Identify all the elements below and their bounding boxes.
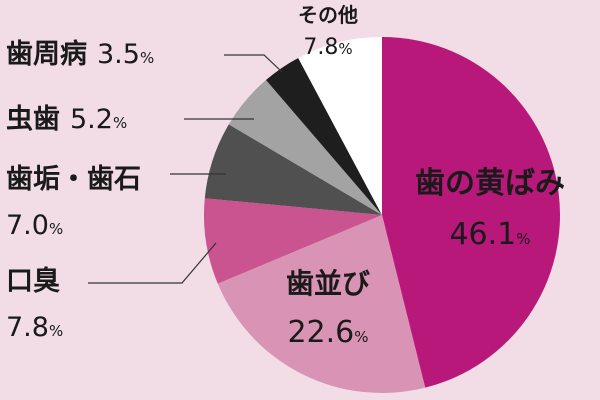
leader-line-slice-3 — [88, 242, 217, 284]
pie-slice-2 — [217, 215, 426, 393]
value-number-slice-3: 7.8 — [6, 312, 49, 343]
value-number-slice-7: 7.8 — [303, 35, 338, 60]
label-value-slice-6: 3.5% — [97, 39, 154, 70]
value-unit-slice-7: % — [338, 40, 352, 58]
value-number-slice-4: 7.0 — [6, 210, 49, 241]
label-name-slice-2: 歯並び — [286, 267, 370, 300]
value-unit-slice-4: % — [49, 220, 63, 238]
pie-slice-4 — [204, 124, 382, 215]
label-value-slice-3: 7.8% — [6, 312, 63, 343]
label-value-slice-2: 22.6% — [287, 315, 368, 350]
pie-slice-5 — [228, 80, 382, 215]
label-value-slice-1: 46.1% — [449, 217, 530, 252]
label-name-slice-3: 口臭 — [6, 266, 60, 297]
value-number-slice-1: 46.1 — [449, 217, 516, 252]
label-value-slice-5: 5.2% — [70, 104, 127, 135]
label-name-slice-5: 虫歯 — [6, 104, 60, 135]
leader-line-slice-6 — [224, 54, 283, 73]
value-number-slice-6: 3.5 — [97, 39, 140, 70]
pie-slice-3 — [203, 198, 382, 284]
pie-slice-7 — [298, 37, 382, 215]
value-unit-slice-6: % — [140, 49, 154, 67]
label-name-slice-4: 歯垢・歯石 — [6, 164, 141, 195]
value-number-slice-5: 5.2 — [70, 104, 113, 135]
label-name-slice-7: その他 — [298, 3, 358, 27]
label-name-slice-6: 歯周病 — [6, 39, 87, 70]
value-unit-slice-2: % — [354, 328, 368, 346]
pie-slice-1 — [382, 37, 561, 388]
value-unit-slice-1: % — [516, 230, 530, 248]
label-name-slice-1: 歯の黄ばみ — [415, 166, 565, 201]
value-unit-slice-3: % — [49, 322, 63, 340]
value-number-slice-2: 22.6 — [287, 315, 354, 350]
value-unit-slice-5: % — [113, 114, 127, 132]
label-value-slice-7: 7.8% — [303, 35, 352, 60]
label-value-slice-4: 7.0% — [6, 210, 63, 241]
pie-slice-6 — [265, 57, 382, 215]
